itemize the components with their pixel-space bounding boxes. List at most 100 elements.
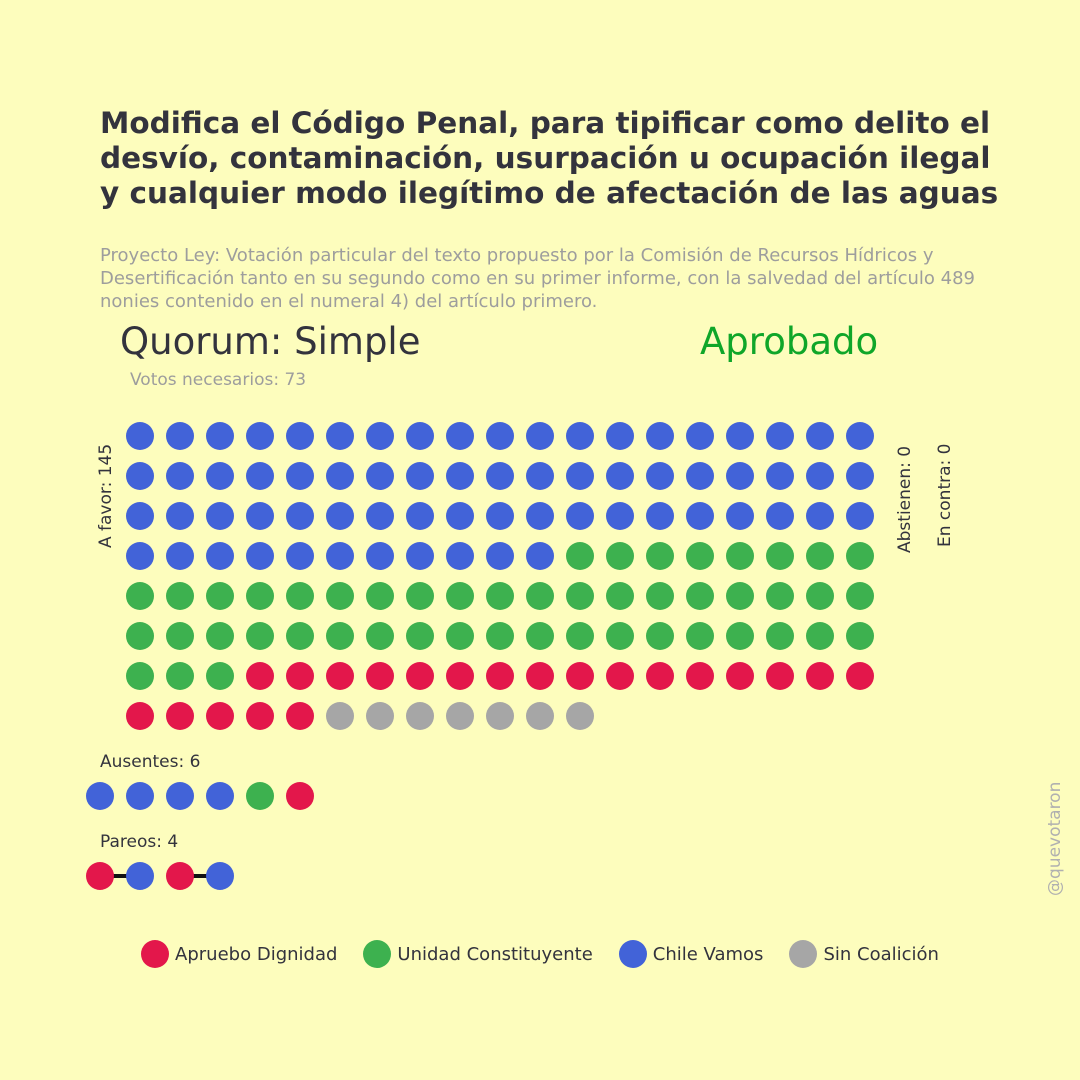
vote-dot-unidad-constituyente [646, 622, 674, 650]
vote-dot-chile-vamos [686, 422, 714, 450]
legend: Apruebo Dignidad Unidad Constituyente Ch… [0, 940, 1080, 968]
vote-dot-chile-vamos [846, 502, 874, 530]
vote-dot-chile-vamos [806, 502, 834, 530]
legend-label: Chile Vamos [652, 943, 764, 965]
vote-dot-unidad-constituyente [486, 622, 514, 650]
legend-item-apruebo-dignidad: Apruebo Dignidad [141, 940, 337, 968]
vote-dot-chile-vamos [566, 462, 594, 490]
vote-dot-chile-vamos [526, 462, 554, 490]
vote-dot-unidad-constituyente [766, 622, 794, 650]
vote-dot-chile-vamos [126, 422, 154, 450]
vote-dot-chile-vamos [646, 462, 674, 490]
vote-dot-chile-vamos [166, 422, 194, 450]
chart-title: Modifica el Código Penal, para tipificar… [100, 106, 999, 210]
vote-dot-unidad-constituyente [686, 542, 714, 570]
abstienen-label: Abstienen: 0 [895, 445, 915, 553]
vote-dot-unidad-constituyente [206, 582, 234, 610]
vote-dot-chile-vamos [206, 862, 234, 890]
vote-dot-apruebo-dignidad [526, 662, 554, 690]
vote-dot-chile-vamos [766, 502, 794, 530]
vote-dot-chile-vamos [606, 422, 634, 450]
vote-dot-chile-vamos [366, 462, 394, 490]
vote-dot-apruebo-dignidad [286, 662, 314, 690]
vote-dot-chile-vamos [646, 502, 674, 530]
vote-dot-unidad-constituyente [246, 622, 274, 650]
vote-dot-apruebo-dignidad [806, 662, 834, 690]
vote-dot-apruebo-dignidad [446, 662, 474, 690]
vote-dot-chile-vamos [206, 422, 234, 450]
legend-item-chile-vamos: Chile Vamos [618, 940, 764, 968]
vote-dot-apruebo-dignidad [566, 662, 594, 690]
vote-dot-apruebo-dignidad [286, 782, 314, 810]
vote-dot-unidad-constituyente [766, 582, 794, 610]
vote-dot-chile-vamos [126, 462, 154, 490]
vote-dot-chile-vamos [526, 542, 554, 570]
chart-subtitle: Proyecto Ley: Votación particular del te… [100, 245, 975, 312]
vote-dot-unidad-constituyente [646, 582, 674, 610]
vote-dot-unidad-constituyente [126, 622, 154, 650]
vote-dot-chile-vamos [486, 462, 514, 490]
vote-dot-apruebo-dignidad [166, 862, 194, 890]
vote-dot-unidad-constituyente [806, 542, 834, 570]
vote-dot-apruebo-dignidad [766, 662, 794, 690]
vote-dot-chile-vamos [286, 542, 314, 570]
vote-dot-chile-vamos [86, 782, 114, 810]
vote-dot-chile-vamos [326, 422, 354, 450]
vote-dot-chile-vamos [446, 462, 474, 490]
vote-dot-apruebo-dignidad [406, 662, 434, 690]
quorum-label: Quorum: Simple [120, 320, 421, 363]
vote-dot-apruebo-dignidad [846, 662, 874, 690]
vote-dot-chile-vamos [286, 462, 314, 490]
vote-dot-chile-vamos [326, 462, 354, 490]
vote-dot-unidad-constituyente [286, 622, 314, 650]
vote-dot-chile-vamos [566, 422, 594, 450]
vote-dot-unidad-constituyente [166, 662, 194, 690]
vote-dot-unidad-constituyente [366, 622, 394, 650]
vote-dot-chile-vamos [446, 422, 474, 450]
result-label: Aprobado [700, 320, 879, 363]
vote-dot-chile-vamos [686, 462, 714, 490]
vote-dot-unidad-constituyente [726, 542, 754, 570]
vote-dot-sin-coalicion [366, 702, 394, 730]
legend-label: Unidad Constituyente [397, 943, 593, 965]
vote-dot-apruebo-dignidad [166, 702, 194, 730]
vote-dot-chile-vamos [606, 502, 634, 530]
vote-dot-chile-vamos [686, 502, 714, 530]
vote-dot-chile-vamos [766, 462, 794, 490]
vote-dot-unidad-constituyente [206, 662, 234, 690]
pareo-link [180, 874, 220, 878]
vote-dot-chile-vamos [166, 502, 194, 530]
votes-needed-label: Votos necesarios: 73 [130, 370, 307, 390]
vote-dot-unidad-constituyente [446, 582, 474, 610]
vote-dot-chile-vamos [206, 462, 234, 490]
vote-dot-unidad-constituyente [566, 622, 594, 650]
vote-dot-unidad-constituyente [686, 582, 714, 610]
vote-dot-apruebo-dignidad [126, 702, 154, 730]
vote-dot-chile-vamos [366, 422, 394, 450]
vote-dot-chile-vamos [206, 782, 234, 810]
vote-dot-unidad-constituyente [126, 582, 154, 610]
vote-dot-apruebo-dignidad [286, 702, 314, 730]
vote-dot-chile-vamos [246, 542, 274, 570]
vote-dot-chile-vamos [406, 462, 434, 490]
vote-dot-chile-vamos [166, 462, 194, 490]
legend-label: Apruebo Dignidad [175, 943, 338, 965]
vote-dot-chile-vamos [726, 502, 754, 530]
vote-dot-apruebo-dignidad [326, 662, 354, 690]
pareo-link [100, 874, 140, 878]
legend-item-unidad-constituyente: Unidad Constituyente [363, 940, 593, 968]
vote-dot-chile-vamos [246, 502, 274, 530]
vote-dot-unidad-constituyente [766, 542, 794, 570]
vote-dot-unidad-constituyente [406, 622, 434, 650]
vote-dot-unidad-constituyente [806, 622, 834, 650]
vote-dot-unidad-constituyente [806, 582, 834, 610]
vote-dot-apruebo-dignidad [486, 662, 514, 690]
vote-dot-chile-vamos [486, 542, 514, 570]
legend-swatch [141, 940, 170, 968]
vote-dot-chile-vamos [846, 462, 874, 490]
vote-dot-chile-vamos [126, 782, 154, 810]
vote-dot-unidad-constituyente [246, 582, 274, 610]
vote-dot-apruebo-dignidad [686, 662, 714, 690]
vote-dot-apruebo-dignidad [246, 702, 274, 730]
vote-dot-chile-vamos [206, 542, 234, 570]
